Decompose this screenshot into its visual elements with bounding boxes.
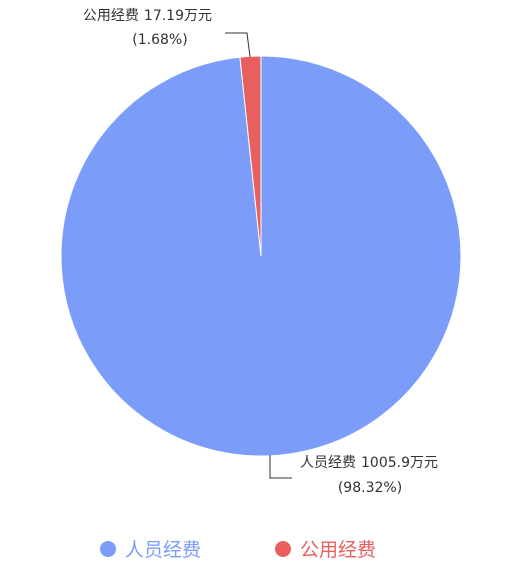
leader-line: [269, 455, 292, 479]
legend-text: 公用经费: [300, 539, 376, 561]
slice-label: 公用经费 17.19万元: [83, 8, 212, 24]
slice-label-name: 人员经费: [300, 455, 356, 471]
slice-percent-label: (1.68%): [132, 32, 187, 48]
slice-percent-label: (98.32%): [338, 480, 402, 496]
legend-text: 人员经费: [125, 539, 201, 561]
leader-line: [225, 32, 251, 58]
legend-marker: [100, 541, 116, 557]
slice-label-value: 1005.9万元: [361, 455, 438, 471]
slice-label: 人员经费 1005.9万元: [300, 455, 438, 471]
slice-label-value: 17.19万元: [144, 8, 212, 24]
legend-marker: [275, 541, 291, 557]
slice-label-name: 公用经费: [83, 8, 139, 24]
pie-slice: [239, 55, 262, 257]
